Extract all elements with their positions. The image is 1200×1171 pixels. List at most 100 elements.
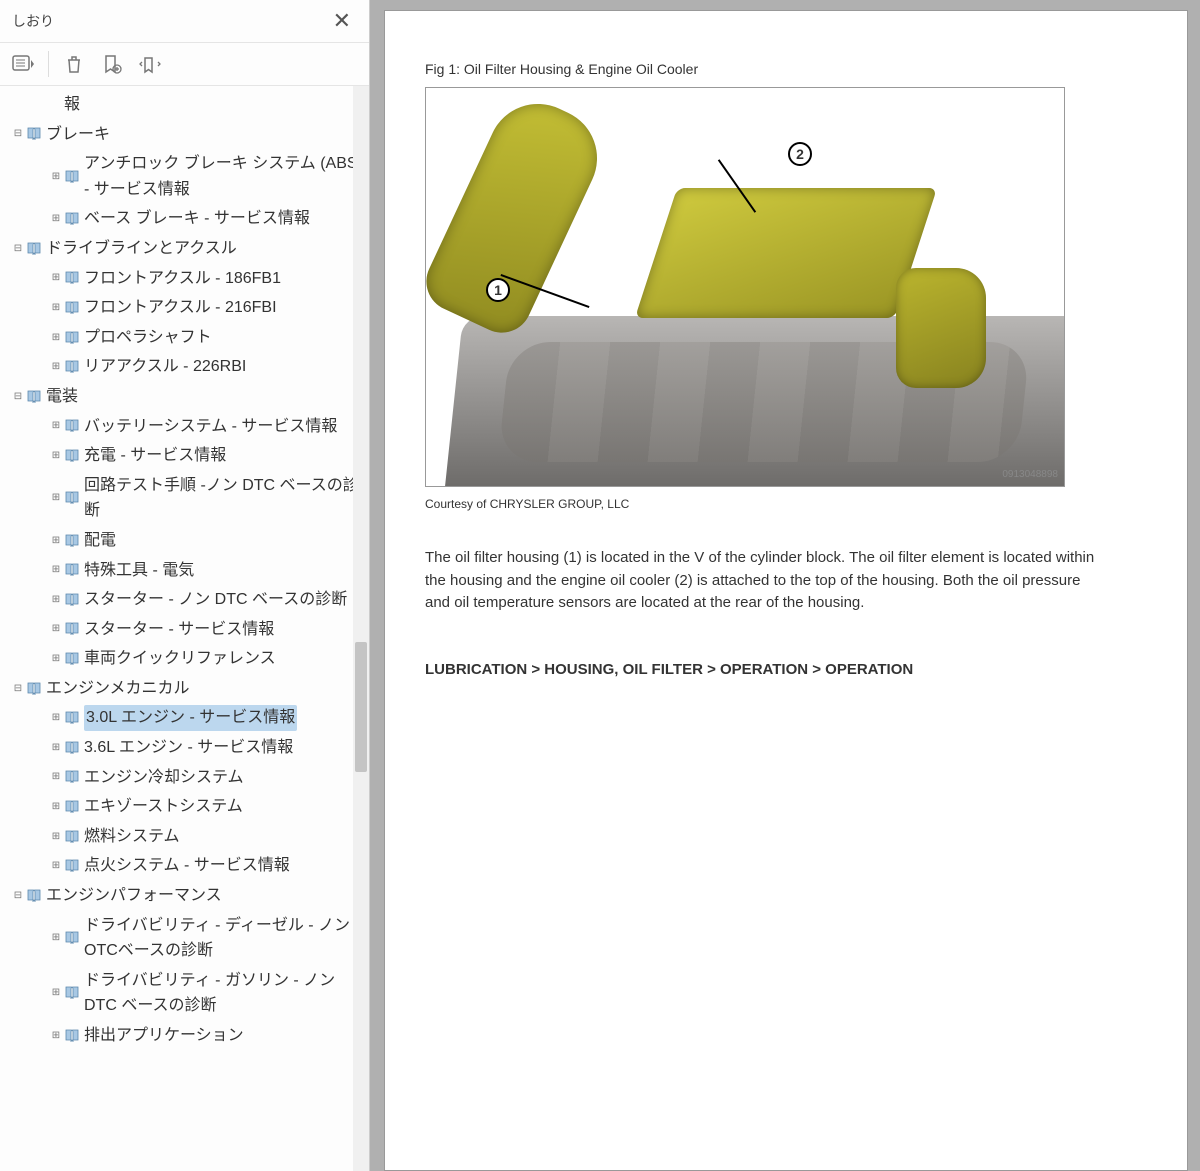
expander-icon[interactable]: ⊞ <box>50 831 62 843</box>
tree-item[interactable]: ⊞ドライバビリティ - ディーゼル - ノン OTCベースの診断 <box>24 911 369 966</box>
tree-item[interactable]: ⊞ プロペラシャフト <box>24 323 369 353</box>
tree-item[interactable]: ⊞ 点火システム - サービス情報 <box>24 851 369 881</box>
tree-item[interactable]: ⊞3.0L エンジン - サービス情報 <box>24 703 369 733</box>
expander-icon[interactable]: ⊟ <box>12 683 24 695</box>
expander-icon[interactable]: ⊟ <box>12 128 24 140</box>
scrollbar-track[interactable] <box>353 86 369 1171</box>
tree-item[interactable]: ⊞回路テスト手順 -ノン DTC ベースの診断 <box>24 471 369 526</box>
expander-icon[interactable]: ⊞ <box>50 1030 62 1042</box>
expander-icon[interactable]: ⊞ <box>50 564 62 576</box>
tree-item[interactable]: ⊞3.6L エンジン - サービス情報 <box>24 733 369 763</box>
expander-icon[interactable]: ⊞ <box>50 712 62 724</box>
tree-item-label: スターター - サービス情報 <box>84 617 274 643</box>
tree-item[interactable]: ⊟ エンジンメカニカル <box>4 674 369 704</box>
callout-marker-1: 1 <box>486 278 510 302</box>
book-icon <box>64 330 80 346</box>
book-icon <box>64 169 80 185</box>
expander-icon[interactable]: ⊞ <box>50 860 62 872</box>
book-icon <box>64 592 80 608</box>
tree-item-label: 特殊工具 - 電気 <box>84 558 194 584</box>
tree-item[interactable]: ⊞ 車両クイックリファレンス <box>24 644 369 674</box>
close-panel-button[interactable]: ✕ <box>327 8 357 34</box>
tree-item[interactable]: ⊞ バッテリーシステム - サービス情報 <box>24 412 369 442</box>
section-breadcrumb: LUBRICATION > HOUSING, OIL FILTER > OPER… <box>425 661 1147 678</box>
tree-item[interactable]: ⊞スターター - ノン DTC ベースの診断 <box>24 585 369 615</box>
tree-item[interactable]: ⊞排出アプリケーション <box>24 1021 369 1051</box>
figure-caption: Fig 1: Oil Filter Housing & Engine Oil C… <box>425 61 1147 77</box>
expander-icon[interactable]: ⊞ <box>50 535 62 547</box>
tree-item[interactable]: ⊞燃料システム <box>24 822 369 852</box>
tree-item-label: ドライブラインとアクスル <box>46 236 237 262</box>
tree-item[interactable]: ⊞ フロントアクスル - 216FBI <box>24 293 369 323</box>
expand-bookmark-icon[interactable] <box>137 51 163 77</box>
book-icon <box>64 211 80 227</box>
tree-item-partial[interactable]: 報 <box>4 90 369 120</box>
expander-icon[interactable]: ⊟ <box>12 391 24 403</box>
expander-icon[interactable]: ⊞ <box>50 801 62 813</box>
body-paragraph: The oil filter housing (1) is located in… <box>425 547 1105 615</box>
expander-icon[interactable]: ⊞ <box>50 272 62 284</box>
tree-item[interactable]: ⊟ ドライブラインとアクスル <box>4 234 369 264</box>
tree-item[interactable]: ⊞ リアアクスル - 226RBI <box>24 352 369 382</box>
tree-item-label: 電装 <box>46 384 78 410</box>
expander-icon[interactable]: ⊞ <box>50 623 62 635</box>
tree-item-label: フロントアクスル - 186FB1 <box>84 266 281 292</box>
book-icon <box>64 769 80 785</box>
expander-icon[interactable]: ⊞ <box>50 332 62 344</box>
tree-item[interactable]: ⊞アンチロック ブレーキ システム (ABS) - サービス情報 <box>24 149 369 204</box>
tree-item[interactable]: ⊞ エンジン冷却システム <box>24 763 369 793</box>
tree-item-label: ドライバビリティ - ガソリン - ノン DTC ベースの診断 <box>84 968 365 1019</box>
tree-item[interactable]: ⊞ 特殊工具 - 電気 <box>24 556 369 586</box>
expander-icon[interactable]: ⊞ <box>50 361 62 373</box>
tree-item[interactable]: ⊟エンジンパフォーマンス <box>4 881 369 911</box>
tree-item[interactable]: ⊟ブレーキ <box>4 120 369 150</box>
expander-icon[interactable]: ⊞ <box>50 213 62 225</box>
expander-icon[interactable]: ⊞ <box>50 932 62 944</box>
expander-icon[interactable]: ⊞ <box>50 492 62 504</box>
tree-item-label: リアアクスル - 226RBI <box>84 354 246 380</box>
expander-icon[interactable]: ⊞ <box>50 987 62 999</box>
expander-icon[interactable]: ⊞ <box>50 653 62 665</box>
expander-icon[interactable]: ⊞ <box>50 171 62 183</box>
expander-icon[interactable]: ⊞ <box>50 420 62 432</box>
expander-icon[interactable]: ⊞ <box>50 742 62 754</box>
tree-item-label: プロペラシャフト <box>84 325 212 351</box>
add-bookmark-icon[interactable] <box>99 51 125 77</box>
book-icon <box>64 562 80 578</box>
tree-item[interactable]: ⊞ ベース ブレーキ - サービス情報 <box>24 204 369 234</box>
tree-item-label: 車両クイックリファレンス <box>84 646 276 672</box>
sidebar-title: しおり <box>12 11 54 31</box>
scrollbar-thumb[interactable] <box>355 642 367 772</box>
courtesy-text: Courtesy of CHRYSLER GROUP, LLC <box>425 497 1147 511</box>
tree-item[interactable]: ⊞配電 <box>24 526 369 556</box>
expander-icon[interactable]: ⊞ <box>50 594 62 606</box>
book-icon <box>64 799 80 815</box>
tree-item[interactable]: ⊞ スターター - サービス情報 <box>24 615 369 645</box>
expander-icon[interactable]: ⊞ <box>50 771 62 783</box>
delete-bookmark-icon[interactable] <box>61 51 87 77</box>
tree-item[interactable]: ⊞エキゾーストシステム <box>24 792 369 822</box>
tree-item[interactable]: ⊟ 電装 <box>4 382 369 412</box>
tree-item-label: フロントアクスル - 216FBI <box>84 295 277 321</box>
tree-item-label: ベース ブレーキ - サービス情報 <box>84 206 310 232</box>
tree-item-label: 点火システム - サービス情報 <box>84 853 290 879</box>
tree-item-label: エンジン冷却システム <box>84 765 244 791</box>
book-icon <box>64 448 80 464</box>
book-icon <box>64 651 80 667</box>
tree-item[interactable]: ⊞ ドライバビリティ - ガソリン - ノン DTC ベースの診断 <box>24 966 369 1021</box>
tree-item[interactable]: ⊞充電 - サービス情報 <box>24 441 369 471</box>
document-page: Fig 1: Oil Filter Housing & Engine Oil C… <box>384 10 1188 1171</box>
book-icon <box>64 621 80 637</box>
toolbar-separator <box>48 51 49 77</box>
expander-icon[interactable]: ⊟ <box>12 243 24 255</box>
expander-icon[interactable]: ⊞ <box>50 450 62 462</box>
app-root: しおり ✕ 報 ⊟ブレーキ⊞アンチロック ブレーキ システム (ABS) - サ… <box>0 0 1200 1171</box>
tree-item-label: バッテリーシステム - サービス情報 <box>84 414 337 440</box>
expander-icon[interactable]: ⊞ <box>50 302 62 314</box>
tree-item-label: エンジンメカニカル <box>46 676 190 702</box>
bookmarks-tree[interactable]: 報 ⊟ブレーキ⊞アンチロック ブレーキ システム (ABS) - サービス情報⊞… <box>0 86 369 1171</box>
options-dropdown-icon[interactable] <box>10 51 36 77</box>
sidebar-header: しおり ✕ <box>0 0 369 43</box>
expander-icon[interactable]: ⊟ <box>12 890 24 902</box>
tree-item[interactable]: ⊞ フロントアクスル - 186FB1 <box>24 264 369 294</box>
